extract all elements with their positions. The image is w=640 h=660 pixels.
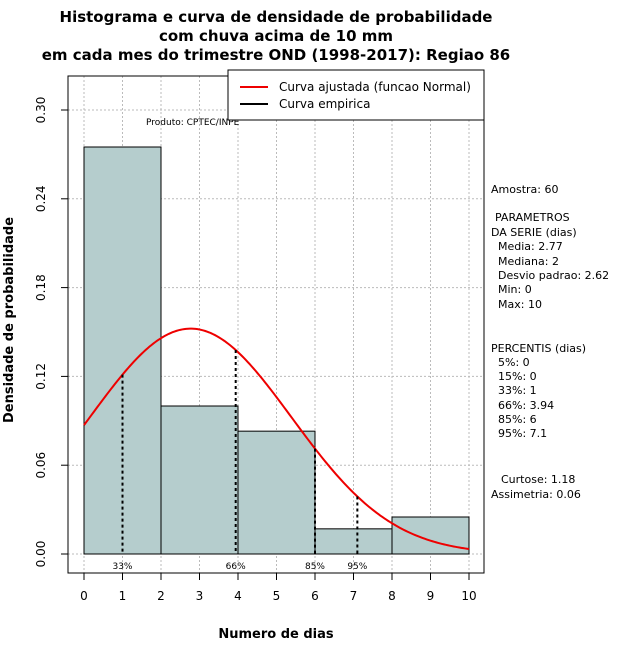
y-tick-label: 0.18 (34, 274, 48, 301)
stat-params-title-2: DA SERIE (dias) (491, 226, 577, 239)
y-tick-label: 0.24 (34, 185, 48, 212)
y-tick-label: 0.00 (34, 541, 48, 568)
stat-p85: 85%: 6 (498, 413, 537, 426)
x-tick-label: 6 (311, 589, 319, 603)
stat-p95: 95%: 7.1 (498, 427, 547, 440)
x-tick-label: 8 (388, 589, 396, 603)
stats-panel: Amostra: 60 PARAMETROS DA SERIE (dias) M… (491, 183, 609, 501)
percentile-layer: 33% 66% 85% 95% (112, 350, 368, 572)
y-tick-label: 0.12 (34, 363, 48, 390)
product-label: Produto: CPTEC/INPE (146, 118, 240, 128)
histogram-bar-2 (160, 405, 239, 555)
x-axis: 0 1 2 3 4 5 6 7 8 9 10 (80, 572, 477, 603)
stat-mediana: Mediana: 2 (498, 255, 559, 268)
y-axis: 0.00 0.06 0.12 0.18 0.24 0.30 (34, 97, 69, 568)
stat-p5: 5%: 0 (498, 356, 530, 369)
percentile-label-85: 85% (305, 562, 325, 572)
legend: Curva ajustada (funcao Normal) Curva emp… (227, 69, 485, 121)
percentile-label-33: 33% (112, 562, 132, 572)
x-tick-label: 2 (157, 589, 165, 603)
stat-desvio: Desvio padrao: 2.62 (498, 269, 609, 282)
percentile-label-66: 66% (226, 562, 246, 572)
stat-curtose: Curtose: 1.18 (501, 473, 575, 486)
histogram-bar-4 (314, 528, 393, 555)
x-tick-label: 1 (119, 589, 127, 603)
x-tick-label: 5 (273, 589, 281, 603)
histogram-bar-5 (391, 516, 470, 555)
normal-density-curve (83, 327, 470, 550)
stat-p33: 33%: 1 (498, 384, 537, 397)
stat-percentis-title: PERCENTIS (dias) (491, 342, 586, 355)
percentile-label-95: 95% (347, 562, 367, 572)
stat-max: Max: 10 (498, 298, 542, 311)
legend-label-empirical: Curva empirica (279, 97, 370, 111)
stat-p15: 15%: 0 (498, 370, 537, 383)
stat-p66: 66%: 3.94 (498, 399, 554, 412)
y-axis-title: Densidade de probabilidade (2, 217, 17, 423)
chart-title-line-3: em cada mes do trimestre OND (1998-2017)… (42, 46, 511, 64)
x-tick-label: 3 (196, 589, 204, 603)
stat-sample: Amostra: 60 (491, 183, 558, 196)
stat-min: Min: 0 (498, 283, 532, 296)
x-tick-label: 7 (350, 589, 358, 603)
stat-assimetria: Assimetria: 0.06 (491, 488, 581, 501)
y-tick-label: 0.06 (34, 452, 48, 479)
x-tick-label: 9 (427, 589, 435, 603)
y-tick-label: 0.30 (34, 97, 48, 124)
stat-media: Media: 2.77 (498, 240, 563, 253)
histogram-bar-1 (83, 146, 162, 555)
x-tick-label: 0 (80, 589, 88, 603)
stat-params-title-1: PARAMETROS (495, 211, 570, 224)
legend-label-normal: Curva ajustada (funcao Normal) (279, 80, 471, 94)
legend-box (227, 69, 485, 121)
histogram-bar-3 (237, 430, 316, 555)
x-tick-label: 4 (234, 589, 242, 603)
x-axis-title: Numero de dias (218, 627, 334, 642)
bars-layer (83, 146, 470, 555)
curve-layer (83, 327, 470, 550)
chart-title-line-1: Histograma e curva de densidade de proba… (60, 8, 493, 26)
chart-title-line-2: com chuva acima de 10 mm (159, 27, 393, 45)
x-tick-label: 10 (461, 589, 476, 603)
